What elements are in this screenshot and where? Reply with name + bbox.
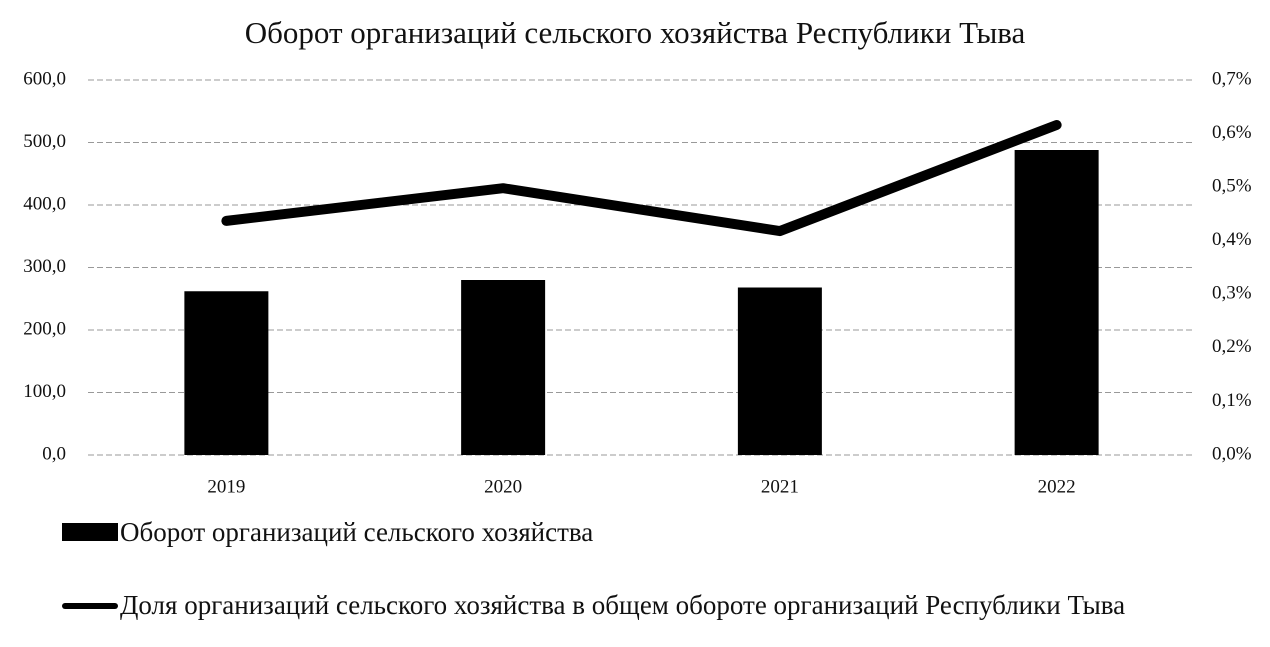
y2-tick-label: 0,6% [1212, 122, 1252, 143]
y-tick-label: 100,0 [23, 381, 66, 402]
x-tick-label: 2019 [207, 476, 245, 497]
x-tick-label: 2022 [1038, 476, 1076, 497]
bar [737, 287, 822, 455]
y2-tick-label: 0,1% [1212, 390, 1252, 411]
legend-line: Доля организаций сельского хозяйства в о… [62, 590, 1242, 620]
y-tick-label: 600,0 [23, 68, 66, 89]
bar [1014, 150, 1099, 455]
line [221, 120, 1062, 237]
legend-label: Доля организаций сельского хозяйства в о… [120, 590, 1126, 620]
y2-tick-label: 0,7% [1212, 68, 1252, 89]
y2-tick-label: 0,5% [1212, 176, 1252, 197]
y2-tick-label: 0,2% [1212, 336, 1252, 357]
y2-tick-label: 0,4% [1212, 229, 1252, 250]
bar [461, 280, 546, 455]
y-tick-label: 0,0 [42, 443, 66, 464]
bar [184, 291, 269, 455]
legend-swatch [62, 523, 118, 541]
chart: Оборот организаций сельского хозяйства Р… [23, 15, 1252, 497]
x-tick-label: 2021 [761, 476, 799, 497]
y-tick-label: 300,0 [23, 256, 66, 277]
y-tick-label: 400,0 [23, 193, 66, 214]
y-tick-label: 200,0 [23, 318, 66, 339]
legend-swatch [62, 603, 118, 609]
legend-label: Оборот организаций сельского хозяйства [120, 517, 594, 547]
chart-title: Оборот организаций сельского хозяйства Р… [245, 15, 1026, 50]
legend-bar: Оборот организаций сельского хозяйства [62, 517, 1242, 547]
y2-tick-label: 0,0% [1212, 443, 1252, 464]
y2-tick-label: 0,3% [1212, 283, 1252, 304]
x-tick-label: 2020 [484, 476, 522, 497]
y-tick-label: 500,0 [23, 131, 66, 152]
